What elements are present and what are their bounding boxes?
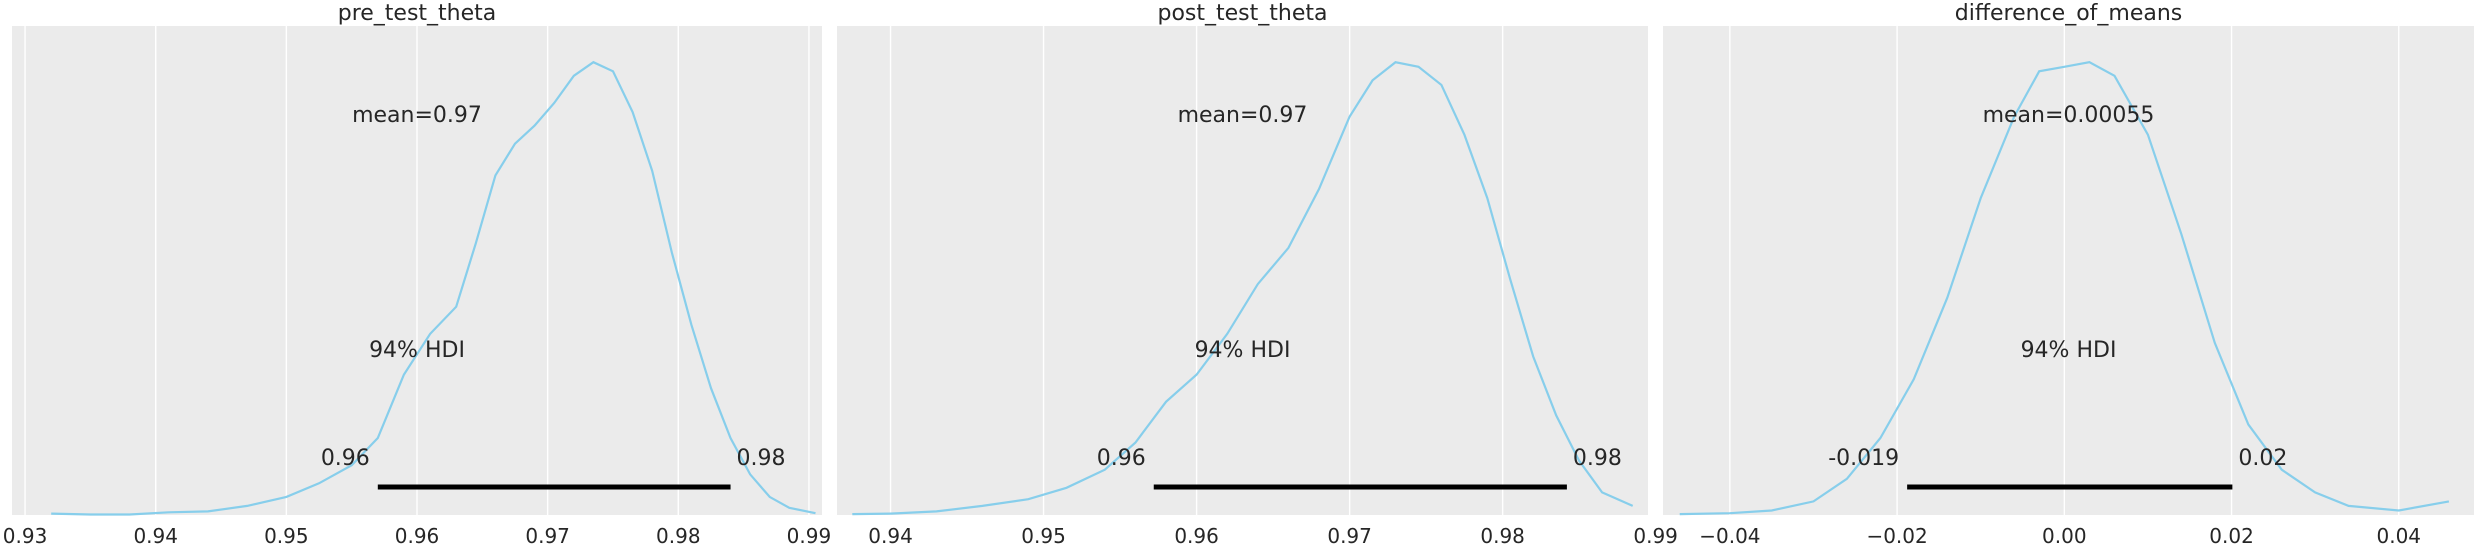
panel-pre-test-theta: 0.93 0.94 0.95 0.96 0.97 0.98 0.99 0.96 0.98 mean… bbox=[3, 1, 831, 548]
x-tick-label: 0.97 bbox=[1327, 524, 1372, 548]
hdi-upper-label: 0.98 bbox=[737, 446, 786, 471]
density-curve bbox=[852, 61, 1634, 516]
plot-area bbox=[1663, 26, 2474, 515]
panel-title: difference_of_means bbox=[1955, 1, 2183, 26]
panel-difference-of-means: −0.04 −0.02 0.00 0.02 0.04 -0.019 0.02 mean=0.0… bbox=[1663, 1, 2474, 548]
x-tick-label: 0.97 bbox=[525, 524, 570, 548]
hdi-upper-label: 0.02 bbox=[2238, 446, 2287, 471]
plot-area bbox=[837, 26, 1648, 515]
x-tick-label: 0.04 bbox=[2376, 524, 2421, 548]
panel-post-test-theta: 0.94 0.95 0.96 0.97 0.98 0.99 0.96 0.98 mean=0.9… bbox=[837, 1, 1678, 548]
hdi-label: 94% HDI bbox=[2021, 338, 2117, 363]
mean-label: mean=0.97 bbox=[1178, 103, 1308, 128]
panel-title: pre_test_theta bbox=[338, 1, 497, 26]
density-curve bbox=[1679, 61, 2450, 516]
x-tick-label: 0.96 bbox=[1174, 524, 1219, 548]
x-tick-label: 0.94 bbox=[133, 524, 178, 548]
x-tick-label: 0.95 bbox=[1021, 524, 1066, 548]
x-tick-label: 0.99 bbox=[787, 524, 832, 548]
x-tick-label: 0.94 bbox=[868, 524, 913, 548]
mean-label: mean=0.97 bbox=[352, 103, 482, 128]
x-tick-label: −0.04 bbox=[1699, 524, 1760, 548]
density-curve bbox=[51, 60, 816, 516]
x-tick-label: 0.98 bbox=[656, 524, 701, 548]
mean-label: mean=0.00055 bbox=[1983, 103, 2155, 128]
x-tick-label: 0.99 bbox=[1633, 524, 1678, 548]
x-tick-label: 0.96 bbox=[395, 524, 440, 548]
panel-title: post_test_theta bbox=[1158, 1, 1328, 26]
hdi-upper-label: 0.98 bbox=[1573, 446, 1622, 471]
hdi-label: 94% HDI bbox=[1195, 338, 1291, 363]
hdi-label: 94% HDI bbox=[369, 338, 465, 363]
x-tick-label: 0.93 bbox=[3, 524, 48, 548]
x-tick-label: 0.95 bbox=[264, 524, 309, 548]
hdi-lower-label: 0.96 bbox=[321, 446, 370, 471]
hdi-lower-label: 0.96 bbox=[1097, 446, 1146, 471]
x-tick-label: −0.02 bbox=[1866, 524, 1927, 548]
hdi-lower-label: -0.019 bbox=[1828, 446, 1899, 471]
x-tick-label: 0.02 bbox=[2209, 524, 2254, 548]
x-tick-label: 0.98 bbox=[1480, 524, 1525, 548]
x-tick-label: 0.00 bbox=[2042, 524, 2087, 548]
